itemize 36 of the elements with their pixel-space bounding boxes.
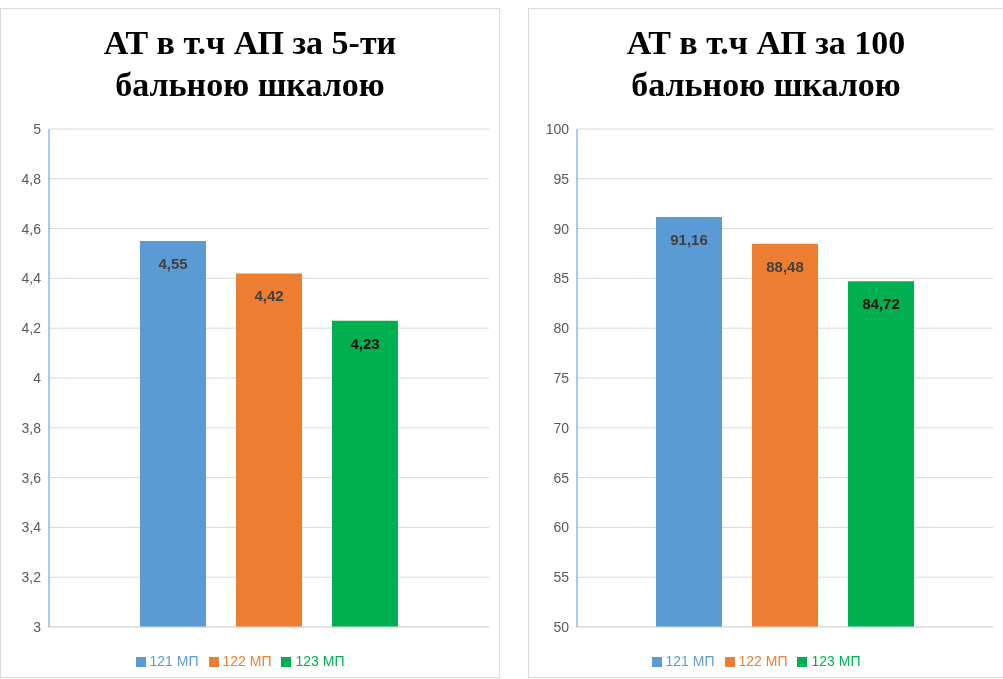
y-tick-label: 3,8 xyxy=(21,419,42,436)
y-tick-label: 5 xyxy=(33,120,42,137)
data-label: 4,42 xyxy=(254,287,284,305)
y-tick-label: 65 xyxy=(553,469,570,486)
y-tick-label: 75 xyxy=(553,369,570,386)
y-tick-label: 4,4 xyxy=(21,270,42,287)
legend-label: 122 МП xyxy=(222,653,272,669)
y-tick-label: 50 xyxy=(553,618,570,635)
chart-title: АТ в т.ч АП за 5-ти бальною шкалою xyxy=(102,23,398,105)
y-tick-label: 4,2 xyxy=(21,320,42,337)
y-tick-label: 3 xyxy=(33,618,42,635)
y-tick-label: 4,8 xyxy=(21,170,42,187)
data-label: 4,23 xyxy=(350,334,380,352)
y-tick-label: 70 xyxy=(553,419,570,436)
legend-label: 122 МП xyxy=(738,653,788,669)
legend-label: 121 МП xyxy=(149,653,199,669)
y-tick-label: 60 xyxy=(553,519,570,536)
y-tick-label: 3,6 xyxy=(21,469,42,486)
data-label: 84,72 xyxy=(862,295,900,313)
y-tick-label: 3,4 xyxy=(21,519,42,536)
y-tick-label: 3,2 xyxy=(21,569,42,586)
y-tick-label: 85 xyxy=(553,270,570,287)
y-tick-label: 4,6 xyxy=(21,220,42,237)
chart-title: АТ в т.ч АП за 100 бальною шкалою xyxy=(625,23,907,105)
y-tick-label: 4 xyxy=(33,369,42,386)
y-tick-label: 100 xyxy=(545,120,570,137)
legend-label: 121 МП xyxy=(665,653,715,669)
legend-label: 123 МП xyxy=(295,653,345,669)
legend-label: 123 МП xyxy=(811,653,861,669)
data-label: 4,55 xyxy=(158,255,188,273)
y-tick-label: 80 xyxy=(553,320,570,337)
data-label: 88,48 xyxy=(766,257,804,275)
y-tick-label: 90 xyxy=(553,220,570,237)
y-tick-label: 95 xyxy=(553,170,570,187)
data-label: 91,16 xyxy=(670,231,708,249)
y-tick-label: 55 xyxy=(553,569,570,586)
